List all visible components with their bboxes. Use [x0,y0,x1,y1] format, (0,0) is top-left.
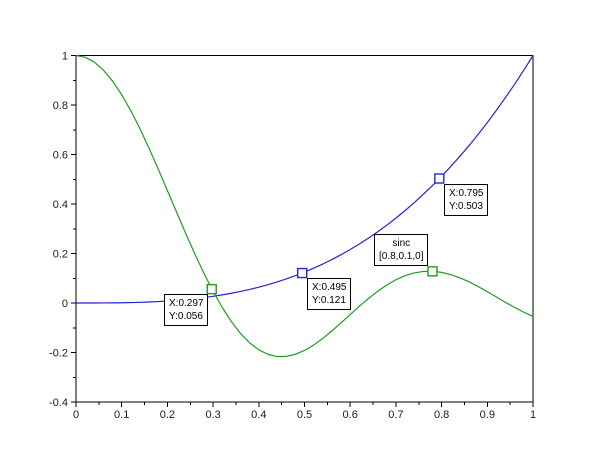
datatip-cube-0795[interactable]: X:0.795 Y:0.503 [444,184,489,216]
datatip-line-x: X:0.297 [169,298,204,309]
x-tick-label: 0.5 [297,409,312,421]
curve-sinc[interactable] [75,54,534,358]
x-tick-label: 0.2 [160,409,175,421]
datatip-series-name: sinc [392,238,411,249]
y-tick-label: 0.2 [53,249,68,261]
datatip-marker-sinc[interactable] [206,283,217,295]
x-tick-label: 1 [530,409,536,421]
curve-cube[interactable] [76,55,534,304]
y-tick-label: 0.6 [53,150,68,162]
datatip-marker-cube[interactable] [297,267,308,279]
datatip-line-y: Y:0.503 [449,201,483,212]
x-tick-label: 0.3 [205,409,220,421]
datatip-coords: [0.8,0.1,0] [379,251,424,262]
datatip-line-x: X:0.795 [449,188,484,199]
datatip-line-x: X:0.495 [312,282,347,293]
datatip-cube-0495[interactable]: X:0.495 Y:0.121 [307,278,352,310]
datatip-marker-cube[interactable] [434,173,445,184]
y-tick-label: 0.8 [53,100,68,112]
datatip-sinc-label[interactable]: sinc [0.8,0.1,0] [374,234,429,266]
y-tick-label: 0 [62,298,68,310]
x-tick-label: 0.6 [343,409,358,421]
y-tick-label: 0.4 [53,199,68,211]
datatip-sinc-0297[interactable]: X:0.297 Y:0.056 [164,294,209,326]
y-tick-label: -0.2 [49,348,68,360]
datatip-line-y: Y:0.056 [169,311,203,322]
y-tick-label: 1 [62,51,68,63]
datatip-line-y: Y:0.121 [312,295,346,306]
x-tick-label: 0.9 [480,409,495,421]
datatip-marker-sinc[interactable] [427,266,438,277]
x-tick-label: 0.4 [251,409,266,421]
x-tick-label: 0 [73,409,79,421]
x-tick-label: 0.7 [388,409,403,421]
y-tick-label: -0.4 [49,397,68,409]
x-tick-label: 0.1 [114,409,129,421]
x-tick-label: 0.8 [434,409,449,421]
